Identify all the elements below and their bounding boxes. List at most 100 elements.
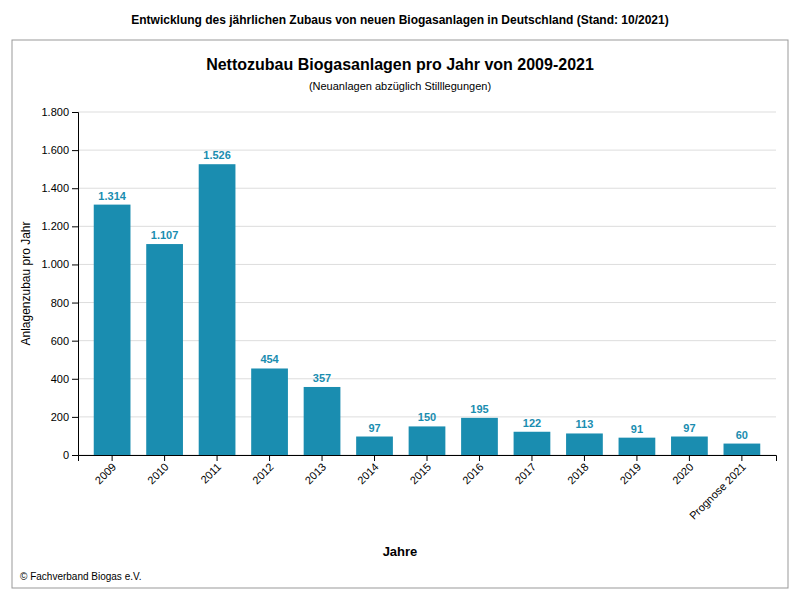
x-tick: 2017 [512,455,538,486]
y-tick-mark [72,303,78,304]
outer-frame [12,40,788,588]
y-tick: 1.200 [41,220,78,232]
x-tick-mark [636,455,637,461]
y-tick: 1.600 [41,144,78,156]
x-tick: 2018 [565,455,591,486]
x-tick-mark [689,455,690,461]
x-axis-line [79,456,777,462]
bar [356,437,393,455]
bar [619,438,656,455]
grid-line [78,188,776,189]
y-tick-mark [72,455,78,456]
x-axis-title: Jahre [383,544,418,559]
y-tick-label: 0 [63,449,69,461]
x-tick-mark [374,455,375,461]
y-tick-mark [72,112,78,113]
y-tick-label: 600 [51,335,69,347]
grid-line [78,150,776,151]
x-tick: 2009 [93,455,119,486]
data-label: 1.314 [98,190,126,202]
x-tick-label: 2016 [460,461,486,487]
y-tick: 800 [51,297,78,309]
x-tick-mark [112,455,113,461]
title: Nettozubau Biogasanlagen pro Jahr von 20… [206,56,594,73]
x-tick: 2015 [407,455,433,486]
x-tick-mark [269,455,270,461]
bar [251,368,288,455]
subtitle: (Neuanlagen abzüglich Stilllegungen) [309,80,491,92]
y-tick: 1.800 [41,106,78,118]
x-tick-label: 2019 [617,461,643,487]
y-tick-mark [72,341,78,342]
data-label: 1.526 [203,149,231,161]
x-axis: 2009 2010 2011 2012 2013 2014 2015 2016 2017 2018… [79,455,777,522]
data-label: 97 [368,422,380,434]
bar [671,437,708,455]
data-label: 150 [418,411,436,423]
x-tick-mark [741,455,742,461]
x-tick: 2014 [355,455,381,486]
plot: 1.3141.1071.5264543579715019512211391976… [41,106,776,522]
y-tick: 400 [51,373,78,385]
grid [78,112,776,455]
y-tick-label: 1.800 [41,106,69,118]
y-tick-label: 400 [51,373,69,385]
x-tick-label: 2014 [355,461,381,487]
y-tick-label: 200 [51,411,69,423]
x-tick: 2016 [460,455,486,486]
y-tick-label: 800 [51,297,69,309]
data-label: 454 [260,353,279,365]
grid-line [78,112,776,113]
x-tick-label: 2012 [250,461,276,487]
bar [199,164,236,455]
bar [304,387,341,455]
bar [724,444,761,455]
x-tick-mark [322,455,323,461]
data-label: 91 [631,423,643,435]
bar [566,433,603,455]
y-tick-label: 1.400 [41,182,69,194]
x-tick-mark [531,455,532,461]
data-label: 357 [313,372,331,384]
y-tick: 600 [51,335,78,347]
data-label: 122 [523,417,541,429]
x-tick: Prognose 2021 [687,455,748,522]
y-tick-label: 1.000 [41,258,69,270]
y-tick: 200 [51,411,78,423]
x-tick-label: Prognose 2021 [687,461,748,522]
y-tick-label: 1.600 [41,144,69,156]
y-tick-mark [72,188,78,189]
x-tick-mark [217,455,218,461]
x-tick-label: 2020 [670,461,696,487]
x-tick: 2012 [250,455,276,486]
y-axis: 0 200 400 600 800 1.000 1.200 1.400 1.600 1.800 [41,106,78,461]
y-tick-mark [72,226,78,227]
bar [514,432,551,455]
x-tick: 2020 [670,455,696,486]
x-tick: 2019 [617,455,643,486]
x-tick-label: 2017 [512,461,538,487]
y-tick-mark [72,379,78,380]
x-tick-label: 2010 [145,461,171,487]
x-tick-mark [427,455,428,461]
bars [94,164,761,455]
y-tick-label: 1.200 [41,220,69,232]
grid-line [78,226,776,227]
x-tick-label: 2011 [198,461,223,486]
x-tick-label: 2018 [565,461,591,487]
y-tick: 0 [63,449,78,461]
x-tick-mark [164,455,165,461]
y-tick-mark [72,264,78,265]
bar [461,418,498,455]
bar [409,426,446,455]
x-tick-label: 2013 [302,461,328,487]
y-tick: 1.000 [41,258,78,270]
data-labels: 1.3141.1071.5264543579715019512211391976… [98,149,748,440]
data-label: 195 [470,403,488,415]
y-tick: 1.400 [41,182,78,194]
x-tick: 2010 [145,455,171,486]
data-label: 113 [576,418,594,430]
y-axis-title: Anlagenzubau pro Jahr [19,221,33,345]
footer: © Fachverband Biogas e.V. [20,571,142,582]
bar [146,244,183,455]
